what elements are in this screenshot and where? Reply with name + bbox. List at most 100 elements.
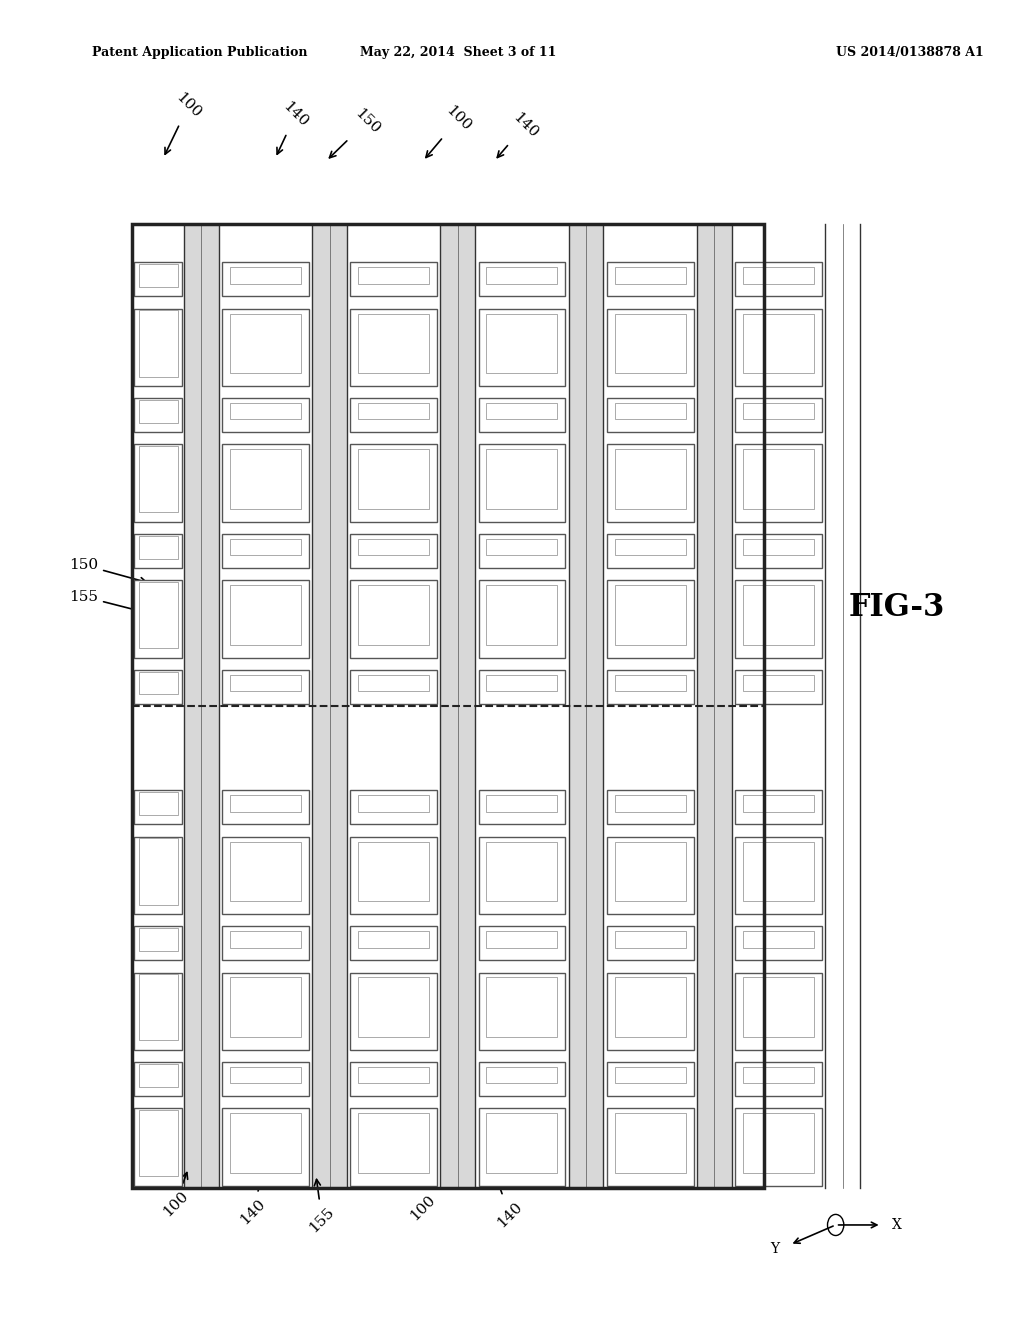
- Bar: [743, 1067, 814, 1084]
- Bar: [735, 791, 822, 824]
- Bar: [229, 675, 301, 692]
- Bar: [478, 309, 565, 385]
- Bar: [735, 399, 822, 432]
- Bar: [134, 837, 182, 913]
- Text: 100: 100: [408, 1176, 438, 1224]
- Bar: [607, 837, 693, 913]
- Bar: [486, 585, 557, 645]
- Bar: [138, 672, 178, 694]
- Bar: [229, 268, 301, 284]
- Bar: [607, 791, 693, 824]
- Bar: [607, 309, 693, 385]
- Bar: [486, 931, 557, 948]
- Bar: [478, 973, 565, 1049]
- Bar: [138, 582, 178, 648]
- Bar: [222, 535, 309, 568]
- Bar: [735, 1109, 822, 1185]
- Bar: [743, 796, 814, 812]
- Bar: [607, 263, 693, 296]
- Bar: [222, 837, 309, 913]
- Bar: [614, 796, 686, 812]
- Bar: [735, 837, 822, 913]
- Bar: [614, 1067, 686, 1084]
- Bar: [229, 1067, 301, 1084]
- Bar: [614, 585, 686, 645]
- Bar: [486, 842, 557, 902]
- Bar: [222, 309, 309, 385]
- Bar: [735, 973, 822, 1049]
- Bar: [222, 1109, 309, 1185]
- Bar: [350, 309, 437, 385]
- Bar: [229, 314, 301, 374]
- Bar: [478, 791, 565, 824]
- Bar: [358, 675, 429, 692]
- Bar: [478, 399, 565, 432]
- Bar: [222, 399, 309, 432]
- Bar: [229, 842, 301, 902]
- Bar: [358, 796, 429, 812]
- Bar: [607, 927, 693, 960]
- Bar: [134, 581, 182, 657]
- Bar: [486, 796, 557, 812]
- Bar: [350, 1063, 437, 1096]
- Bar: [222, 445, 309, 521]
- Text: 140: 140: [498, 110, 540, 157]
- Bar: [350, 581, 437, 657]
- Bar: [134, 973, 182, 1049]
- Bar: [478, 581, 565, 657]
- Bar: [132, 224, 764, 1188]
- Text: 155: 155: [69, 590, 146, 614]
- Bar: [614, 539, 686, 556]
- Bar: [603, 224, 697, 1188]
- Bar: [614, 403, 686, 420]
- Bar: [138, 974, 178, 1040]
- Bar: [475, 224, 568, 1188]
- Bar: [614, 268, 686, 284]
- Bar: [614, 1113, 686, 1173]
- Bar: [486, 1113, 557, 1173]
- Bar: [134, 927, 182, 960]
- Bar: [350, 399, 437, 432]
- Bar: [358, 539, 429, 556]
- Bar: [222, 263, 309, 296]
- Bar: [358, 1067, 429, 1084]
- Bar: [735, 581, 822, 657]
- Bar: [358, 842, 429, 902]
- Bar: [478, 1063, 565, 1096]
- Bar: [132, 224, 764, 1188]
- Bar: [350, 837, 437, 913]
- Text: 150: 150: [330, 106, 382, 158]
- Bar: [614, 675, 686, 692]
- Text: 100: 100: [160, 1172, 190, 1220]
- Bar: [743, 978, 814, 1038]
- Text: X: X: [892, 1218, 902, 1232]
- Bar: [222, 1063, 309, 1096]
- Bar: [350, 445, 437, 521]
- Bar: [138, 838, 178, 904]
- Bar: [229, 403, 301, 420]
- Bar: [735, 263, 822, 296]
- Bar: [743, 539, 814, 556]
- Bar: [138, 446, 178, 512]
- Bar: [735, 927, 822, 960]
- Text: Y: Y: [770, 1242, 779, 1255]
- Bar: [743, 675, 814, 692]
- Bar: [138, 310, 178, 376]
- Bar: [229, 978, 301, 1038]
- Bar: [222, 581, 309, 657]
- Bar: [134, 791, 182, 824]
- Bar: [134, 399, 182, 432]
- Bar: [607, 973, 693, 1049]
- Bar: [735, 671, 822, 704]
- Bar: [134, 445, 182, 521]
- Bar: [478, 671, 565, 704]
- Bar: [350, 973, 437, 1049]
- Bar: [350, 535, 437, 568]
- Bar: [614, 314, 686, 374]
- Bar: [132, 224, 184, 1188]
- Bar: [486, 268, 557, 284]
- Bar: [134, 535, 182, 568]
- Bar: [222, 927, 309, 960]
- Bar: [735, 309, 822, 385]
- Bar: [478, 263, 565, 296]
